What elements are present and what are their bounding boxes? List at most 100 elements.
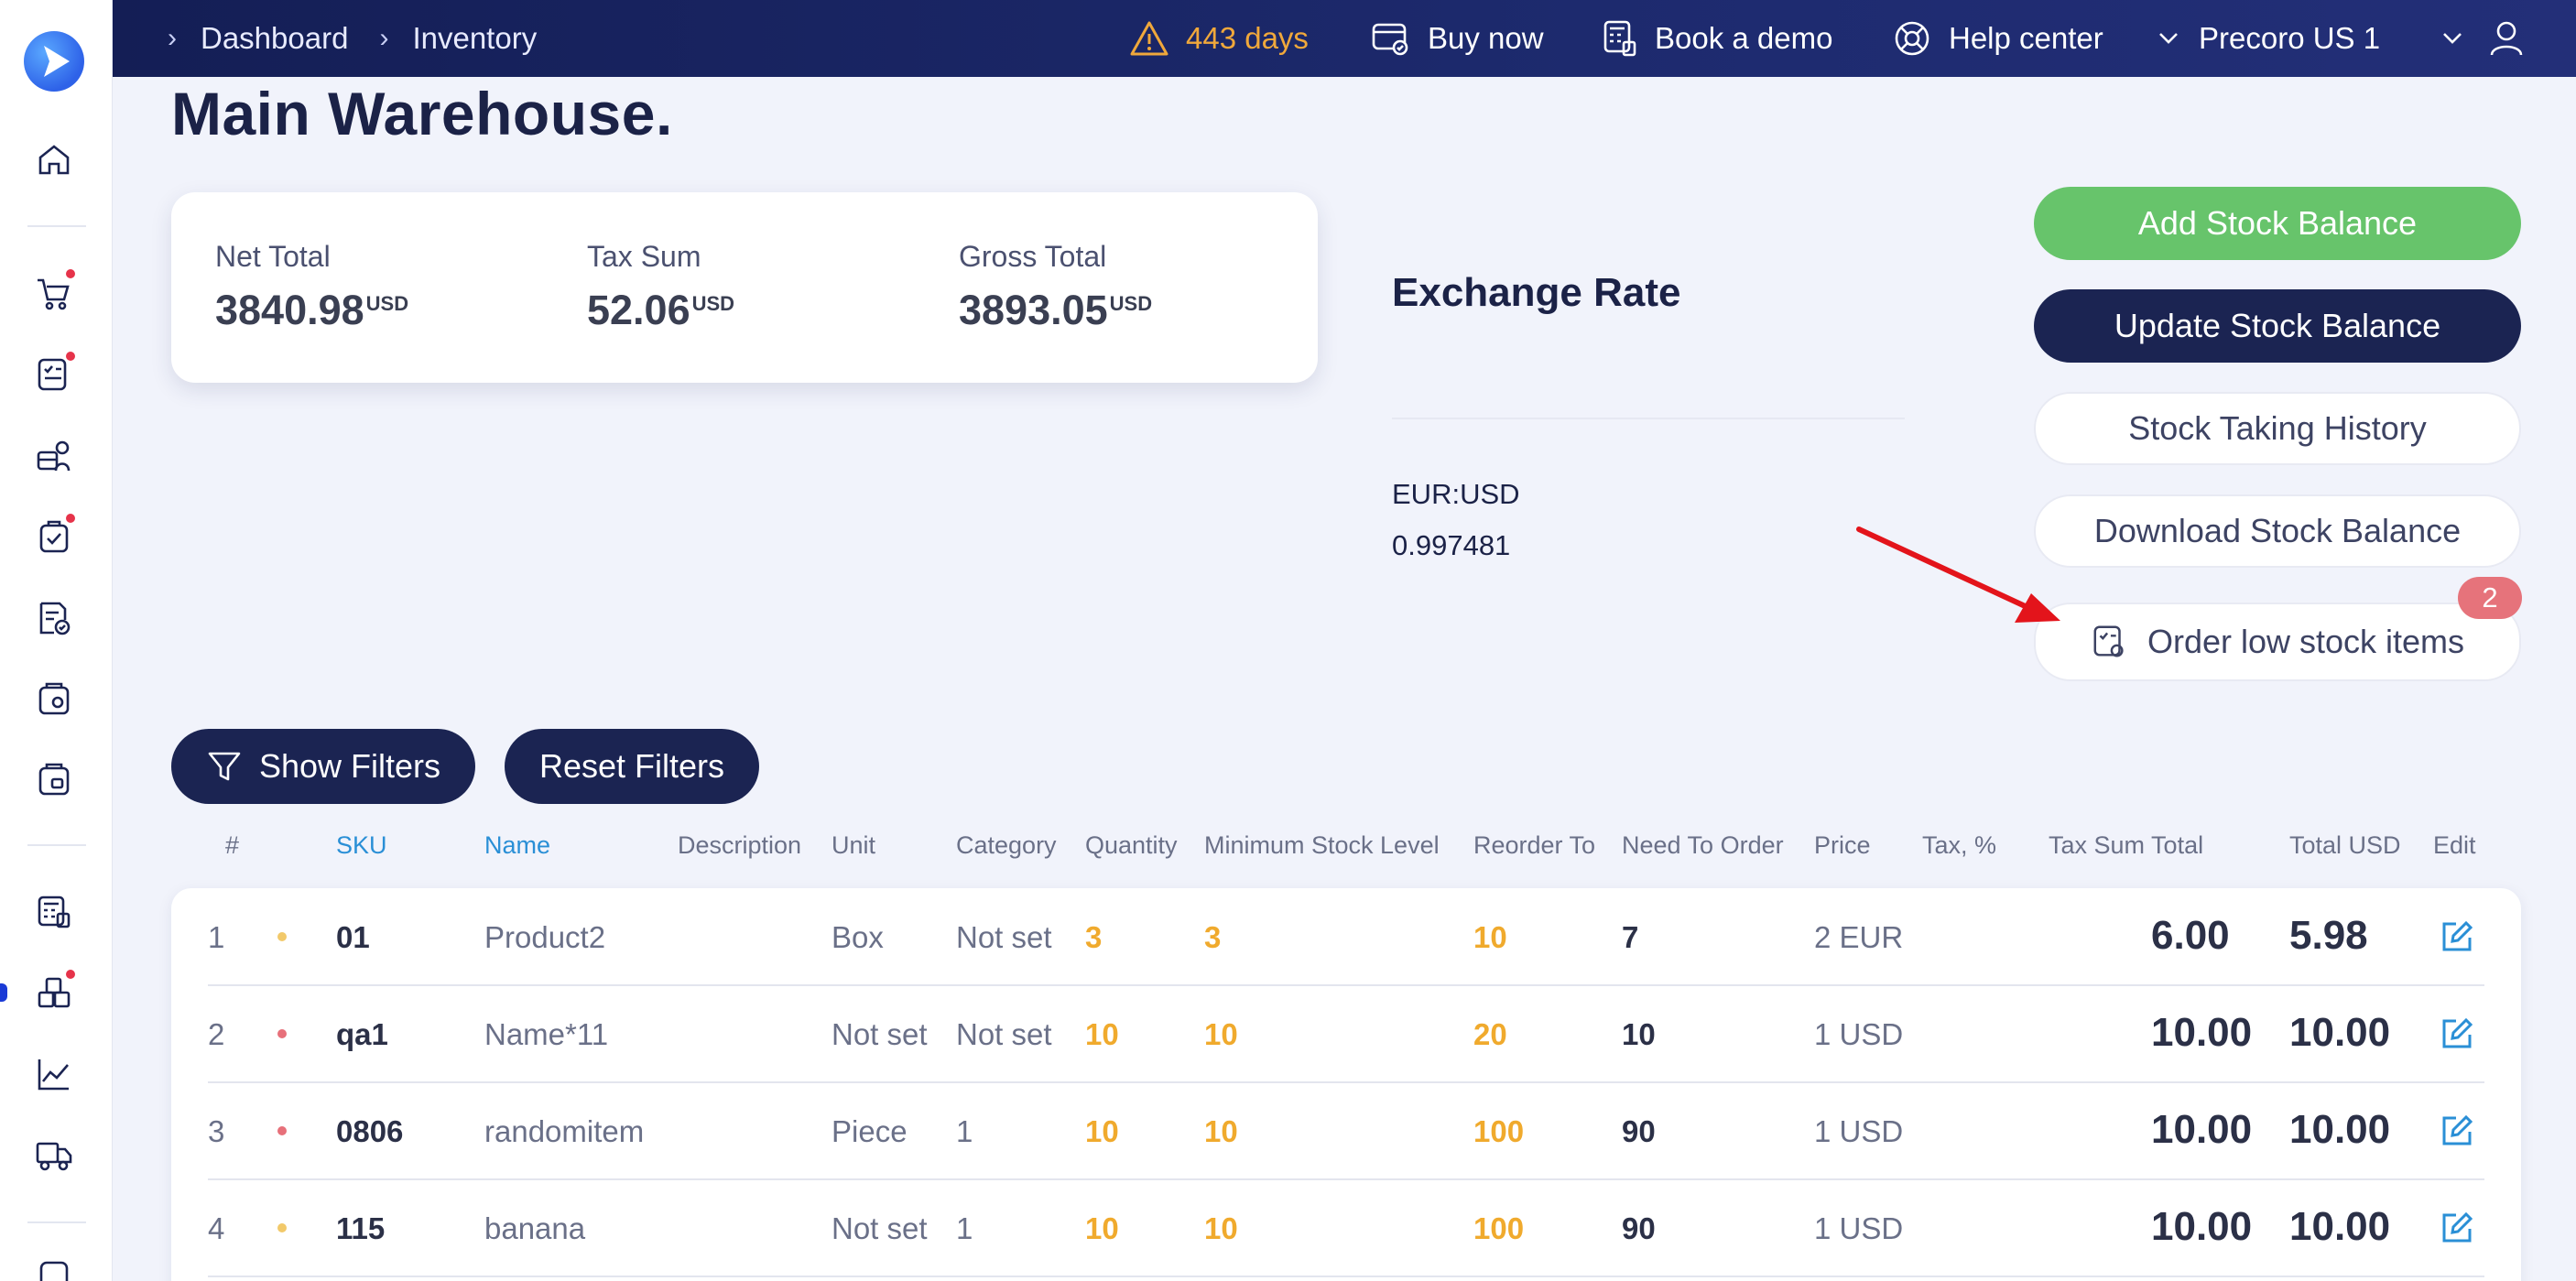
row-tax-sum-total: 10.00 <box>2151 1010 2253 1055</box>
edit-icon[interactable] <box>2438 1016 2474 1053</box>
receipt-icon[interactable] <box>33 678 75 720</box>
user-menu[interactable] <box>2442 0 2541 77</box>
net-total: Net Total 3840.98USD <box>215 240 408 334</box>
col-header-name[interactable]: Name <box>484 831 551 859</box>
row-name: banana <box>484 1211 586 1245</box>
row-min-stock: 10 <box>1204 1114 1238 1148</box>
page-title: Main Warehouse. <box>171 80 673 147</box>
help-center-label: Help center <box>1949 21 2103 55</box>
add-stock-balance-button[interactable]: Add Stock Balance <box>2034 187 2521 260</box>
row-total: 5.98 <box>2289 913 2368 958</box>
cart-icon[interactable] <box>33 267 77 313</box>
breadcrumb-dashboard[interactable]: Dashboard <box>201 21 349 55</box>
show-filters-button[interactable]: Show Filters <box>171 729 475 804</box>
home-icon[interactable] <box>33 138 75 180</box>
edit-icon[interactable] <box>2438 919 2474 956</box>
buy-now-button[interactable]: Buy now <box>1371 0 1544 77</box>
budget-icon[interactable] <box>33 891 75 933</box>
trial-warning[interactable]: 443 days <box>1129 0 1309 77</box>
settings-icon[interactable] <box>33 1256 75 1281</box>
status-indicator <box>277 1223 287 1232</box>
analytics-icon[interactable] <box>33 1053 75 1095</box>
row-tax-sum-total: 6.00 <box>2151 913 2230 958</box>
tax-sum-label: Tax Sum <box>587 240 701 273</box>
user-icon <box>2490 21 2523 56</box>
company-selector[interactable]: Precoro US 1 <box>2158 0 2380 77</box>
net-total-label: Net Total <box>215 240 331 273</box>
requisition-icon <box>2093 625 2124 657</box>
row-total: 10.00 <box>2289 1010 2391 1055</box>
notification-dot <box>64 512 77 525</box>
row-divider <box>208 1178 2484 1180</box>
breadcrumb-inventory[interactable]: Inventory <box>412 21 538 55</box>
row-price: 1 USD <box>1814 1017 1904 1051</box>
lifebuoy-icon <box>1895 21 1929 56</box>
col-header-unit: Unit <box>831 831 876 859</box>
row-category: 1 <box>956 1211 973 1245</box>
stock-taking-history-button[interactable]: Stock Taking History <box>2034 392 2521 465</box>
order-low-stock-label: Order low stock items <box>2147 623 2465 660</box>
inventory-icon[interactable] <box>33 968 77 1014</box>
book-demo-label: Book a demo <box>1655 21 1833 55</box>
chevron-down-icon <box>2159 33 2178 44</box>
payments-icon[interactable] <box>33 758 75 800</box>
col-header-category: Category <box>956 831 1057 859</box>
sidebar-active-indicator <box>0 983 7 1002</box>
warning-icon <box>1130 21 1168 56</box>
row-tax-sum-total: 10.00 <box>2151 1107 2253 1152</box>
row-total: 10.00 <box>2289 1107 2391 1152</box>
order-low-stock-button[interactable]: Order low stock items <box>2034 603 2521 681</box>
row-category: Not set <box>956 920 1052 954</box>
book-demo-button[interactable]: Book a demo <box>1602 0 1832 77</box>
edit-icon[interactable] <box>2438 1113 2474 1150</box>
row-reorder-to: 20 <box>1473 1017 1507 1051</box>
exchange-rate-title: Exchange Rate <box>1392 270 1681 315</box>
row-name: randomitem <box>484 1114 645 1148</box>
divider <box>1392 418 1905 419</box>
wallet-icon <box>1372 23 1408 56</box>
row-need-to-order: 7 <box>1622 920 1639 954</box>
row-reorder-to: 100 <box>1473 1211 1525 1245</box>
edit-icon[interactable] <box>2438 1210 2474 1247</box>
sidebar <box>0 0 113 1281</box>
precoro-logo[interactable] <box>24 31 84 92</box>
help-center-button[interactable]: Help center <box>1892 0 2103 77</box>
chevron-right-icon: › <box>379 23 389 53</box>
inventory-table <box>171 888 2521 1281</box>
row-need-to-order: 10 <box>1622 1017 1656 1051</box>
buy-now-label: Buy now <box>1428 21 1544 55</box>
requisition-icon[interactable] <box>33 350 77 396</box>
row-sku: 115 <box>336 1211 386 1245</box>
col-header-total: Total USD <box>2289 831 2401 859</box>
sidebar-divider <box>27 1221 86 1223</box>
delivery-icon[interactable] <box>33 1134 75 1176</box>
totals-card: Net Total 3840.98USD Tax Sum 52.06 USD Gr… <box>171 192 1318 383</box>
top-navigation-bar: › Dashboard › Inventory 443 days Buy now… <box>113 0 2576 77</box>
gross-total: Gross Total 3893.05USD <box>959 240 1152 334</box>
col-header-min-stock: Minimum Stock Level <box>1204 831 1440 859</box>
suppliers-icon[interactable] <box>33 435 75 477</box>
row-price: 2 EUR <box>1814 920 1904 954</box>
col-header-quantity: Quantity <box>1085 831 1178 859</box>
tax-sum-value: 52.06 <box>587 287 690 333</box>
currency-label: USD <box>365 292 409 315</box>
download-stock-balance-button[interactable]: Download Stock Balance <box>2034 494 2521 568</box>
row-reorder-to: 10 <box>1473 920 1507 954</box>
row-category: 1 <box>956 1114 973 1148</box>
row-price: 1 USD <box>1814 1114 1904 1148</box>
reset-filters-button[interactable]: Reset Filters <box>505 729 759 804</box>
row-category: Not set <box>956 1017 1052 1051</box>
row-number: 2 <box>208 1017 225 1051</box>
col-header-sku[interactable]: SKU <box>336 831 387 859</box>
row-unit: Not set <box>831 1017 928 1051</box>
row-min-stock: 10 <box>1204 1211 1238 1245</box>
invoice-icon[interactable] <box>33 597 75 639</box>
sidebar-divider <box>27 844 86 846</box>
approvals-icon[interactable] <box>33 512 77 558</box>
update-stock-balance-button[interactable]: Update Stock Balance <box>2034 289 2521 363</box>
row-number: 4 <box>208 1211 225 1245</box>
col-header-price: Price <box>1814 831 1871 859</box>
row-quantity: 10 <box>1085 1114 1119 1148</box>
row-divider <box>208 1081 2484 1083</box>
row-sku: qa1 <box>336 1017 388 1051</box>
